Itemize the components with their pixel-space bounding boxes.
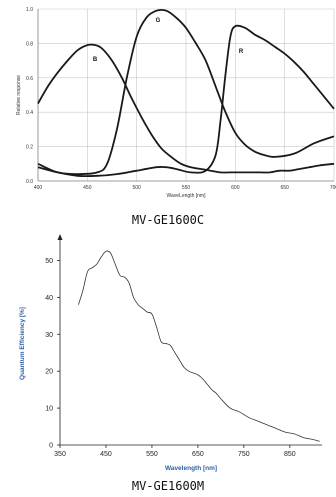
chart1-y-tick-label: 0.2 xyxy=(26,145,33,151)
chart2-y-tick-label: 40 xyxy=(45,295,53,302)
chart1-caption: MV-GE1600C xyxy=(131,213,205,227)
chart1-y-tick-label: 0.8 xyxy=(26,41,33,47)
chart2-y-tick-label: 50 xyxy=(45,258,53,265)
chart2-x-tick-label: 750 xyxy=(238,451,250,458)
chart2-y-tick-label: 30 xyxy=(45,332,53,339)
chart1-x-tick-label: 400 xyxy=(34,185,43,191)
chart2-x-tick-label: 450 xyxy=(100,451,112,458)
chart2-x-axis-label: Wavelength [nm] xyxy=(165,465,217,472)
chart2-x-tick-label: 350 xyxy=(54,451,66,458)
chart1-series-r-line xyxy=(37,24,335,178)
chart1-series-g-line xyxy=(37,8,335,175)
chart2-caption: MV-GE1600M xyxy=(131,479,205,493)
chart1-series-label-g: G xyxy=(156,18,161,24)
chart1-y-tick-label: 1.0 xyxy=(26,7,33,13)
chart2-x-tick-label: 650 xyxy=(192,451,204,458)
chart1-x-tick-label: 600 xyxy=(231,185,240,191)
chart2-y-tick-label: 10 xyxy=(45,406,53,413)
chart1-series-label-r: R xyxy=(239,49,244,55)
chart2-qe-line xyxy=(78,250,320,442)
quantum-efficiency-chart: 0 10 20 30 40 50 350 450 550 650 750 850 Wavelength … xyxy=(19,234,322,472)
chart1-x-tick-label: 650 xyxy=(280,185,289,191)
chart1-y-tick-label: 0.0 xyxy=(26,179,33,185)
relative-response-chart: 0.0 0.2 0.4 0.6 0.8 1.0 400 450 500 550 600 650 700 W… xyxy=(16,7,336,199)
chart2-x-tick-label: 550 xyxy=(146,451,158,458)
chart1-series-b-line xyxy=(37,43,335,174)
chart1-y-tick-label: 0.6 xyxy=(26,76,33,82)
chart1-series-label-b: B xyxy=(93,57,98,63)
chart1-y-tick-label: 0.4 xyxy=(26,110,33,116)
chart2-x-tick-label: 850 xyxy=(284,451,296,458)
chart1-x-tick-label: 700 xyxy=(330,185,336,191)
chart2-y-tick-label: 0 xyxy=(49,443,53,450)
chart2-y-tick-label: 20 xyxy=(45,369,53,376)
chart1-x-tick-label: 450 xyxy=(83,185,92,191)
chart1-x-tick-label: 550 xyxy=(182,185,191,191)
chart1-y-axis-label: Relative response xyxy=(16,75,22,115)
chart2-y-axis-arrow xyxy=(57,234,63,240)
chart1-x-axis-label: WaveLength [nm] xyxy=(166,193,206,199)
chart1-x-tick-label: 500 xyxy=(132,185,141,191)
chart2-y-axis-label: Quantum Efficiency [%] xyxy=(19,307,26,380)
